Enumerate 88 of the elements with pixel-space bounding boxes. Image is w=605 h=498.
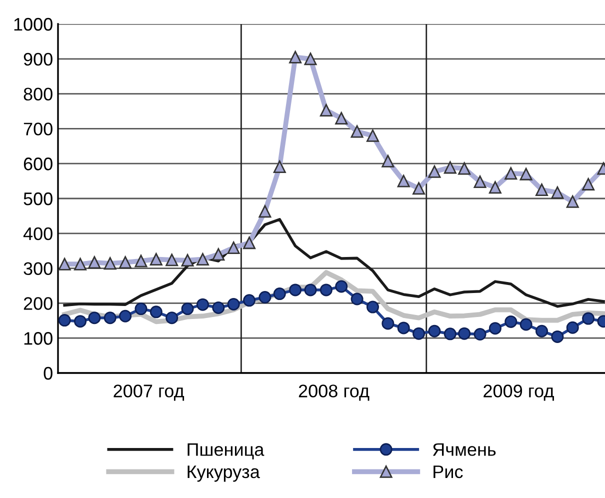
point (134, 302, 148, 316)
point (520, 168, 532, 180)
point (304, 284, 317, 296)
point (566, 195, 579, 208)
point (258, 291, 272, 304)
point (428, 324, 441, 338)
point (104, 257, 116, 270)
point (320, 104, 332, 116)
point (74, 258, 87, 270)
point (382, 317, 394, 330)
point (504, 167, 518, 180)
y-tick-label: 1000 (14, 18, 52, 31)
point (166, 254, 178, 266)
y-tick-label: 600 (24, 158, 52, 170)
point (74, 315, 87, 328)
point (382, 154, 394, 168)
point (350, 125, 364, 138)
point (397, 174, 410, 188)
point (412, 182, 426, 195)
point (551, 186, 564, 199)
point (504, 315, 518, 328)
point (412, 327, 426, 340)
legend-label: Кукуруза (188, 466, 260, 482)
point (566, 321, 579, 334)
y-tick-label: 400 (23, 227, 52, 240)
y-tick-label: 300 (24, 262, 52, 276)
y-tick-label: 700 (24, 122, 52, 136)
point (134, 254, 148, 268)
point (181, 254, 194, 267)
point (474, 176, 486, 188)
point (196, 252, 209, 266)
point (150, 306, 162, 318)
point (119, 310, 132, 322)
point (488, 181, 502, 194)
point (58, 314, 71, 327)
point (243, 236, 256, 250)
point (88, 256, 101, 269)
point (289, 50, 302, 64)
point (320, 284, 332, 296)
point (119, 256, 132, 269)
point (273, 160, 286, 173)
point (350, 292, 364, 306)
y-tick-label: 100 (24, 332, 52, 345)
point (227, 241, 240, 254)
point (444, 161, 456, 174)
y-tick-label: 900 (24, 52, 52, 66)
point (243, 294, 256, 307)
point (304, 52, 317, 66)
point (150, 252, 162, 266)
legend-label: Пшеница (188, 443, 264, 460)
point (366, 129, 379, 142)
point (166, 312, 178, 324)
point (444, 328, 456, 340)
y-tick-label: 0 (44, 366, 52, 380)
point (366, 300, 379, 314)
point (582, 178, 595, 190)
y-tick-label: 500 (24, 192, 52, 206)
x-tick-label: 2009 год (484, 384, 554, 401)
point (428, 165, 441, 178)
legend-label: Ячмень (432, 443, 496, 456)
point (397, 322, 410, 334)
legend-label: Рис (434, 466, 463, 478)
x-tick-label: 2007 год (114, 384, 184, 401)
point (88, 312, 101, 324)
y-tick-label: 800 (24, 88, 52, 101)
point (582, 312, 595, 325)
point (227, 298, 240, 310)
x-tick-label: 2008 год (298, 384, 370, 401)
point (458, 162, 471, 175)
point (212, 301, 225, 314)
point (58, 258, 71, 270)
point (289, 284, 302, 296)
point (458, 327, 471, 340)
point (335, 112, 348, 124)
point (488, 322, 502, 335)
point (258, 205, 272, 218)
point (212, 248, 225, 261)
point (196, 298, 209, 311)
point (536, 184, 548, 196)
point (181, 302, 194, 316)
point (536, 324, 548, 338)
point (273, 288, 286, 300)
point (335, 280, 348, 293)
point (474, 328, 486, 341)
point (520, 318, 532, 331)
y-tick-label: 200 (24, 297, 52, 310)
point (104, 312, 116, 324)
point (551, 330, 564, 343)
